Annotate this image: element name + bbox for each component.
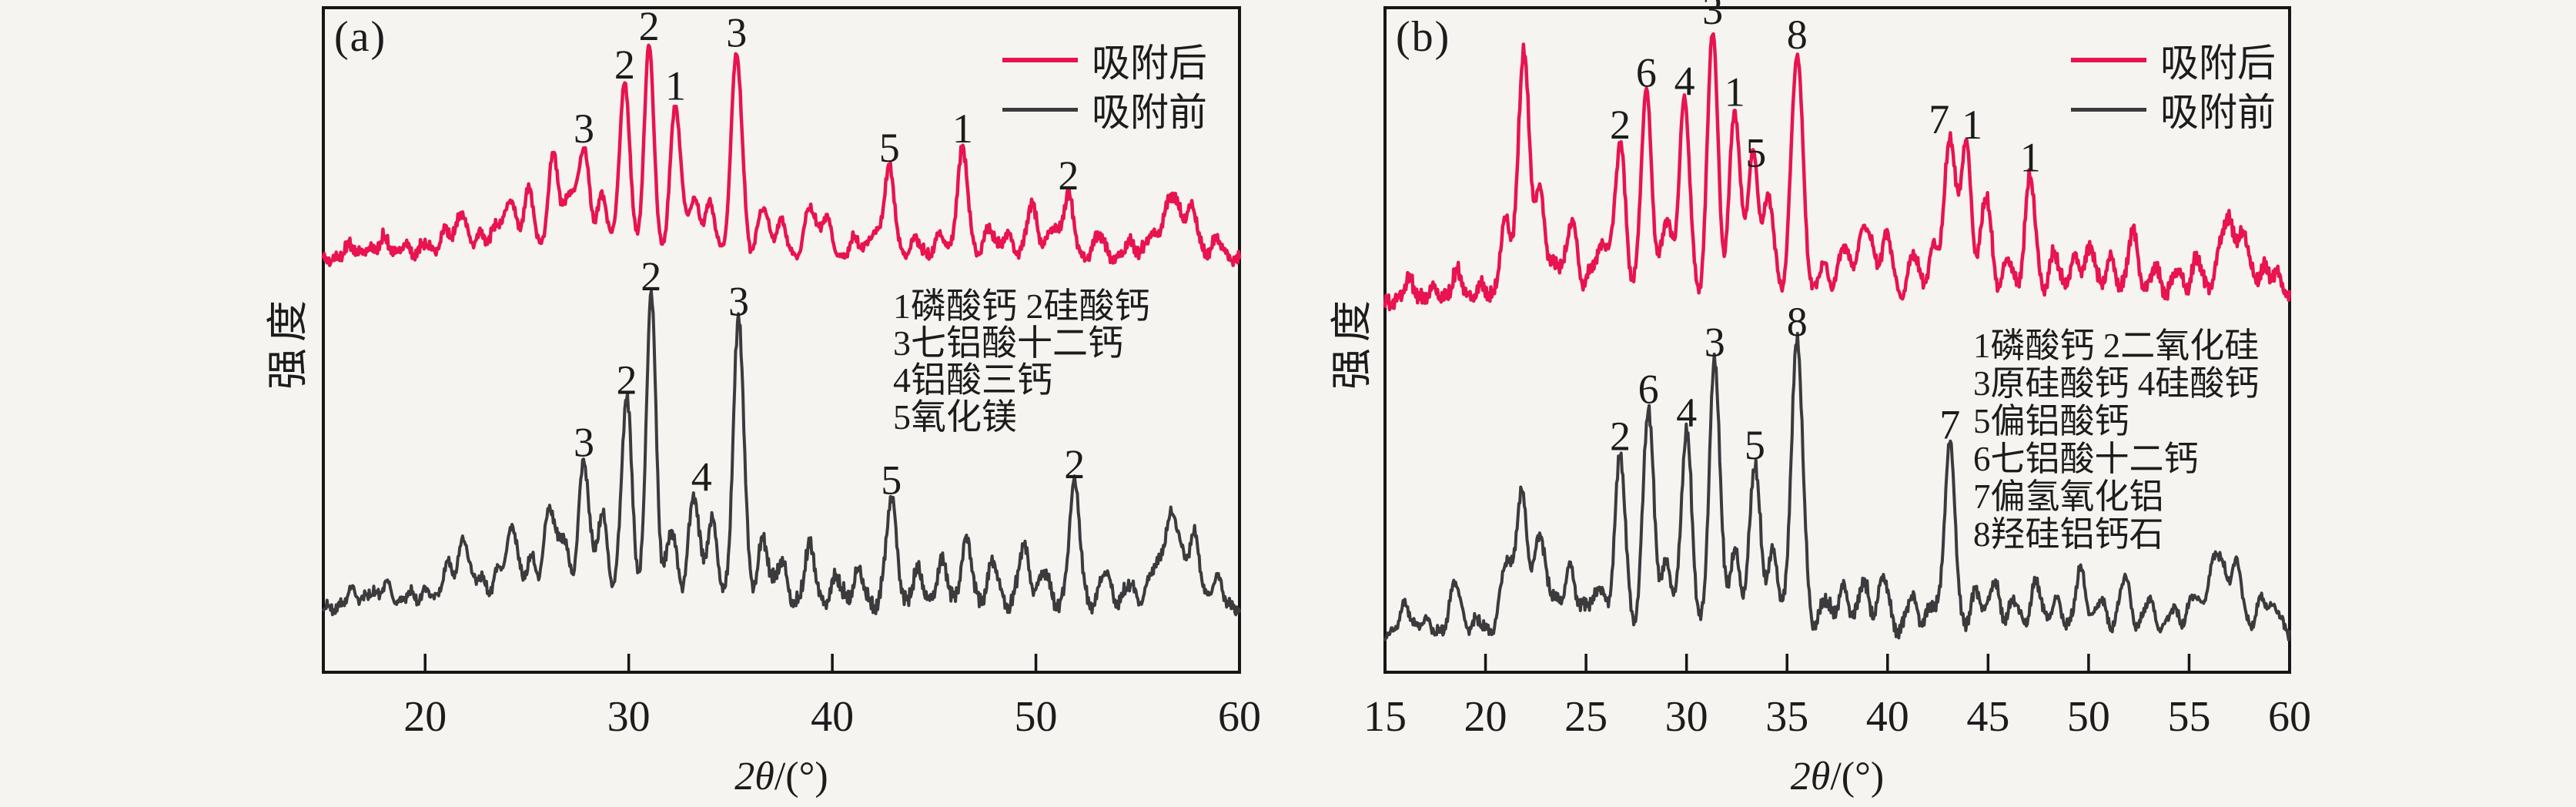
phase-key-line: 1磷酸钙 2二氧化硅 (1973, 326, 2260, 365)
peak-label: 1 (1725, 69, 1745, 116)
peak-label: 2 (641, 253, 661, 300)
phase-key-line: 1磷酸钙 2硅酸钙 (893, 286, 1150, 326)
peak-label: 2 (614, 42, 635, 88)
peak-label: 3 (726, 9, 747, 55)
phase-key-line: 3七铝酸十二钙 (893, 323, 1123, 363)
peak-label: 8 (1787, 299, 1808, 345)
x-tick-label: 25 (1564, 693, 1608, 741)
x-tick-label: 55 (2167, 693, 2211, 741)
peak-label: 8 (1787, 12, 1808, 58)
x-tick-label: 20 (1464, 693, 1507, 741)
x-tick-label: 40 (811, 693, 855, 741)
peak-label: 2 (1610, 102, 1631, 148)
phase-key-line: 3原硅酸钙 4硅酸钙 (1973, 364, 2260, 403)
legend-label: 吸附后 (1092, 42, 1207, 85)
phase-key-line: 5偏铝酸钙 (1973, 402, 2129, 440)
plot-frame (322, 6, 1241, 674)
x-axis-label-symbol: 2θ (1790, 755, 1831, 799)
legend-item-after: 吸附后 (2071, 39, 2276, 85)
x-tick-label: 15 (1363, 693, 1407, 741)
plot-frame (1383, 6, 2291, 674)
peak-label: 5 (881, 457, 902, 504)
legend-label: 吸附前 (2160, 91, 2276, 134)
after-curve-swatch (2071, 58, 2146, 62)
peak-label: 4 (1676, 390, 1697, 436)
x-tick-label: 30 (1664, 693, 1708, 741)
peak-label: 5 (1745, 422, 1765, 468)
phase-key-line: 4铝酸三钙 (893, 360, 1052, 400)
x-axis-label-unit: /(°) (774, 755, 828, 799)
x-tick-label: 60 (2268, 693, 2311, 741)
x-tick-label: 50 (1014, 693, 1058, 741)
after-adsorption-curve (1383, 32, 2292, 312)
peak-label: 3 (1705, 320, 1725, 366)
x-tick-label: 40 (1865, 693, 1909, 741)
x-axis-label: 2θ/(°) (1791, 757, 1884, 797)
legend-label: 吸附前 (1092, 91, 1207, 134)
peak-label: 3 (728, 279, 749, 325)
peak-label: 2 (639, 3, 660, 49)
peak-label: 3 (1702, 0, 1723, 33)
peak-label: 2 (617, 357, 637, 403)
x-tick-label: 20 (403, 693, 447, 741)
peak-label: 3 (574, 420, 594, 466)
phase-key: 1磷酸钙 2硅酸钙 3七铝酸十二钙 4铝酸三钙 5氧化镁 (893, 288, 1150, 436)
y-axis-label: 强度 (1328, 294, 1375, 390)
phase-key-line: 5氧化镁 (893, 397, 1017, 437)
x-tick-label: 50 (2066, 693, 2110, 741)
legend-label: 吸附后 (2160, 42, 2276, 85)
x-tick-label: 60 (1218, 693, 1261, 741)
panel-tag: (b) (1396, 13, 1451, 61)
x-axis-label-unit: /(°) (1830, 755, 1885, 799)
peak-label: 6 (1636, 50, 1657, 96)
before-adsorption-curve (1383, 331, 2291, 642)
peak-label: 2 (1610, 414, 1631, 460)
peak-label: 3 (574, 105, 594, 152)
x-axis-label-symbol: 2θ (734, 755, 774, 799)
peak-label: 1 (665, 63, 686, 109)
phase-key-line: 8羟硅铝钙石 (1973, 515, 2164, 554)
after-curve-swatch (1002, 58, 1078, 62)
legend-item-before: 吸附前 (1002, 88, 1207, 134)
phase-key: 1磷酸钙 2二氧化硅 3原硅酸钙 4硅酸钙 5偏铝酸钙 6七铝酸十二钙 7偏氢氧化铝 8羟… (1973, 327, 2259, 554)
x-tick-label: 30 (607, 693, 651, 741)
peak-label: 1 (952, 105, 973, 152)
phase-key-line: 6七铝酸十二钙 (1973, 440, 2199, 478)
x-axis-label: 2θ/(°) (734, 757, 828, 797)
peak-label: 4 (691, 454, 712, 501)
peak-label: 2 (1064, 441, 1085, 487)
phase-key-line: 7偏氢氧化铝 (1973, 477, 2164, 516)
x-tick-label: 45 (1966, 693, 2010, 741)
peak-label: 5 (879, 125, 900, 171)
peak-label: 4 (1674, 58, 1695, 104)
before-curve-swatch (2071, 107, 2146, 112)
before-adsorption-curve (322, 290, 1241, 617)
y-axis-label: 强度 (264, 294, 311, 390)
peak-label: 2 (1058, 152, 1079, 199)
peak-label: 6 (1638, 367, 1659, 413)
peak-label: 5 (1745, 129, 1766, 176)
legend-item-before: 吸附前 (2071, 88, 2276, 134)
before-curve-swatch (1002, 107, 1078, 112)
peak-label: 1 (2020, 135, 2041, 181)
x-tick-label: 35 (1765, 693, 1809, 741)
peak-label: 1 (1962, 102, 1982, 148)
peak-label: 7 (1929, 96, 1949, 142)
peak-label: 7 (1939, 401, 1960, 447)
legend-item-after: 吸附后 (1002, 39, 1207, 85)
after-adsorption-curve (321, 43, 1242, 267)
panel-tag: (a) (334, 13, 387, 61)
